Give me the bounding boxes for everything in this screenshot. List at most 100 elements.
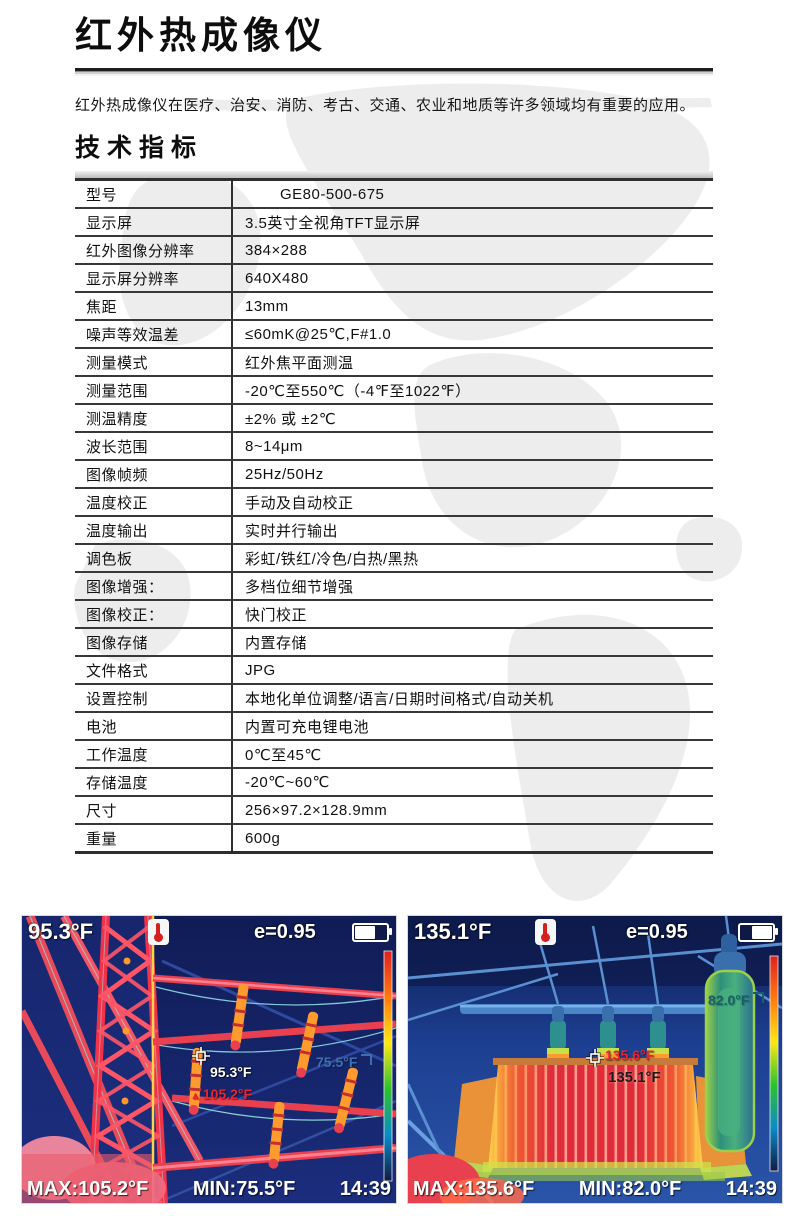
specs-table: 型号 GE80-500-675 显示屏 3.5英寸全视角TFT显示屏 红外图像分辨率 38… [75,178,713,855]
thermometer-icon [535,919,556,945]
hot-spot-temperature: 135.6°F [605,1047,655,1063]
spec-label: 图像校正： [75,600,233,630]
spec-row: 型号 GE80-500-675 [75,179,713,210]
spec-row: 工作温度 0℃至45℃ [75,740,713,770]
spec-value: GE80-500-675 [232,179,713,210]
spec-row: 波长范围 8~14μm [75,432,713,462]
spec-label: 电池 [75,712,233,742]
spec-row: 显示屏分辨率 640X480 [75,264,713,294]
spec-label: 尺寸 [75,796,233,826]
battery-icon [738,923,778,942]
spec-value: 多档位细节增强 [232,572,713,602]
spec-row: 噪声等效温差 ≤60mK@25℃,F#1.0 [75,320,713,350]
spec-label: 图像帧频 [75,460,233,490]
spec-label: 图像增强： [75,572,233,602]
spec-label: 文件格式 [75,656,233,686]
spec-value: 3.5英寸全视角TFT显示屏 [232,208,713,238]
spec-value: 手动及自动校正 [232,488,713,518]
min-temperature-label: MIN:82.0°F [578,1178,682,1200]
status-bar: MAX:135.6°F MIN:82.0°F 14:39 [408,1178,782,1201]
spec-label: 红外图像分辨率 [75,236,233,266]
thermal-image-power-lines: 95.3°F e=0.95 95.3°F ▲ 105.2°F 75.5°F MAX… [21,915,397,1204]
min-temperature-label: MIN:75.5°F [192,1178,296,1200]
hot-spot-temperature: 105.2°F [202,1086,253,1102]
crosshair-icon [192,1047,210,1065]
spec-label: 噪声等效温差 [75,320,233,350]
spec-row: 温度输出 实时并行输出 [75,516,713,546]
page-title: 红外热成像仪 [75,15,327,56]
spec-label: 工作温度 [75,740,233,770]
emissivity-value: e=0.95 [254,921,316,943]
spot-temperature: 135.1°F [414,919,492,944]
spec-value: 内置存储 [232,628,713,658]
spec-value: 640X480 [232,264,713,294]
spec-value: 256×97.2×128.9mm [232,796,713,826]
spec-value: -20℃至550℃（-4℉至1022℉） [232,376,713,406]
datasheet-document: 红外热成像仪 红外热成像仪在医疗、治安、消防、考古、交通、农业和地质等许多领域均… [75,15,713,855]
spec-value: 快门校正 [232,600,713,630]
battery-icon [352,923,392,942]
cold-marker-icon [361,1054,373,1065]
clock-time: 14:39 [339,1178,391,1200]
status-bar: MAX:105.2°F MIN:75.5°F 14:39 [22,1178,396,1201]
center-spot-temperature: 95.3°F [210,1064,252,1080]
spec-row: 图像增强： 多档位细节增强 [75,572,713,602]
spec-label: 图像存储 [75,628,233,658]
intro-paragraph: 红外热成像仪在医疗、治安、消防、考古、交通、农业和地质等许多领域均有重要的应用。 [75,97,696,115]
spec-label: 调色板 [75,544,233,574]
spec-label: 设置控制 [75,684,233,714]
spec-label: 温度校正 [75,488,233,518]
spec-row: 图像存储 内置存储 [75,628,713,658]
hot-spot-marker: ▲ 105.2°F [190,1086,252,1102]
spec-row: 测量模式 红外焦平面测温 [75,348,713,378]
table-top-shadow [75,171,713,179]
spec-label: 波长范围 [75,432,233,462]
spec-value: 8~14μm [232,432,713,462]
spec-row: 调色板 彩虹/铁红/冷色/白热/黑热 [75,544,713,574]
specs-table-body: 型号 GE80-500-675 显示屏 3.5英寸全视角TFT显示屏 红外图像分辨率 38… [75,179,713,853]
spec-label: 显示屏 [75,208,233,238]
spec-value: 红外焦平面测温 [232,348,713,378]
clock-time: 14:39 [725,1178,777,1200]
spec-row: 尺寸 256×97.2×128.9mm [75,796,713,826]
spec-row: 焦距 13mm [75,292,713,322]
cold-spot-marker: 75.5°F [316,1054,373,1070]
spec-value: 0℃至45℃ [232,740,713,770]
spec-row: 设置控制 本地化单位调整/语言/日期时间格式/自动关机 [75,684,713,714]
max-temperature-label: MAX:105.2°F [27,1178,149,1200]
hot-marker-icon: ▲ [190,1090,201,1102]
spec-value: 384×288 [232,236,713,266]
spec-value: 彩虹/铁红/冷色/白热/黑热 [232,544,713,574]
spec-row: 测量范围 -20℃至550℃（-4℉至1022℉） [75,376,713,406]
cold-marker-icon [753,992,765,1003]
spec-label: 存储温度 [75,768,233,798]
spec-row: 电池 内置可充电锂电池 [75,712,713,742]
spec-value: 内置可充电锂电池 [232,712,713,742]
spec-value: JPG [232,656,713,686]
crosshair-icon [586,1049,604,1067]
spec-row: 文件格式 JPG [75,656,713,686]
cold-spot-marker: 82.0°F [708,992,765,1008]
thermal-scene-power-lines [22,916,396,1203]
spec-value: 25Hz/50Hz [232,460,713,490]
spec-row: 测温精度 ±2% 或 ±2℃ [75,404,713,434]
thermal-images-row: 95.3°F e=0.95 95.3°F ▲ 105.2°F 75.5°F MAX… [21,915,783,1204]
spec-label: 测量模式 [75,348,233,378]
spec-value: 本地化单位调整/语言/日期时间格式/自动关机 [232,684,713,714]
spec-label: 温度输出 [75,516,233,546]
spec-value: ≤60mK@25℃,F#1.0 [232,320,713,350]
spec-label: 重量 [75,824,233,853]
spec-label: 测温精度 [75,404,233,434]
emissivity-value: e=0.95 [626,921,688,943]
spec-value: 实时并行输出 [232,516,713,546]
spec-row: 红外图像分辨率 384×288 [75,236,713,266]
spec-value: 600g [245,829,281,847]
hot-spot-marker: 135.6°F [605,1047,654,1063]
thermal-image-transformer: 135.1°F e=0.95 135.6°F 135.1°F 82.0°F MA… [407,915,783,1204]
max-temperature-label: MAX:135.6°F [413,1178,535,1200]
spec-row: 温度校正 手动及自动校正 [75,488,713,518]
cold-spot-temperature: 75.5°F [316,1054,358,1070]
section-title: 技术指标 [75,134,204,163]
thermal-scene-transformer [408,916,782,1203]
